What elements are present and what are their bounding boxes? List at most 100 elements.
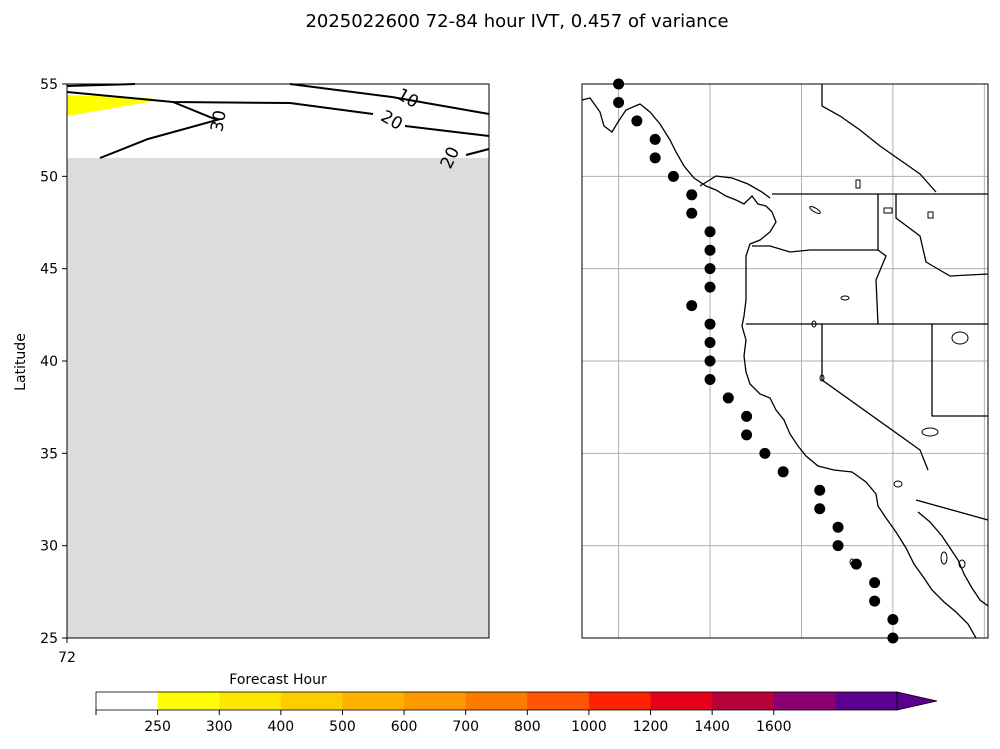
map-point [832,521,844,533]
map-points [613,78,899,644]
lake-6 [951,331,969,345]
map-point [850,558,862,570]
colorbar-cell [773,692,836,710]
map-point [686,300,698,312]
lake-2 [883,207,893,214]
map-point [777,466,789,478]
map-gridlines [582,84,988,638]
colorbar: Forecast Hour 250 300 400 500 600 700 800 1000 1… [95,672,938,735]
map-point [667,170,679,182]
colorbar-cell [465,692,528,710]
lake-9 [893,480,903,488]
lake-4 [840,295,850,301]
colorbar-cell [96,692,159,710]
map-point [704,355,716,367]
coastline-vancouver-island [699,175,771,199]
colorbar-frame [95,691,898,711]
left-filled-region-yellow [67,95,155,116]
right-panel [581,78,989,644]
border-ca-nv [821,324,929,471]
contour-line-20c [465,148,490,156]
colorbar-tick-label: 1400 [694,719,730,735]
colorbar-cell [280,692,343,710]
map-point [704,373,716,385]
map-point [704,318,716,330]
colorbar-cell [588,692,652,710]
border-nv-ut [931,324,988,417]
map-point [832,540,844,552]
colorbar-cell [650,692,713,710]
map-point [887,614,899,626]
lake-3 [927,211,934,219]
colorbar-tick-label: 700 [452,719,479,735]
map-point [759,447,771,459]
map-frame [581,83,989,639]
map-point [649,133,661,145]
contour-line-10b [289,83,490,115]
left-y-tick-label: 40 [40,354,58,370]
map-point [704,244,716,256]
contour-line-30 [99,101,221,159]
contour-label-30: 30 [207,109,230,134]
colorbar-cell [219,692,282,710]
border-alaska-bc [821,84,937,193]
lake-10 [940,551,948,565]
map-point [631,115,643,127]
left-masked-region [67,158,489,638]
map-point [741,410,753,422]
colorbar-cell [157,692,220,710]
colorbar-tick-label: 1000 [571,719,607,735]
coastline [581,97,977,639]
left-y-axis-label: Latitude [13,333,29,391]
colorbar-label: Forecast Hour [229,672,327,688]
colorbar-tick-label: 800 [514,719,541,735]
map-point [704,281,716,293]
coastline-gulf [917,511,989,607]
contour-line-20b [404,125,490,137]
colorbar-tick-label: 500 [329,719,356,735]
contour-line-20 [66,91,374,115]
map-point [814,503,826,515]
left-y-tick-label: 55 [40,77,58,93]
figure-title: 2025022600 72-84 hour IVT, 0.457 of vari… [305,11,728,32]
map-point [814,484,826,496]
colorbar-tick-label: 400 [267,719,294,735]
colorbar-cell [342,692,405,710]
map-point [704,337,716,349]
colorbar-ticks: 250 300 400 500 600 700 800 1000 1200 1400 1600 [95,710,792,735]
left-y-tick-label: 35 [40,446,58,462]
colorbar-cells [95,691,938,711]
border-us-mexico [915,499,989,521]
lake-11 [958,559,966,569]
colorbar-tick-label: 1600 [756,719,792,735]
colorbar-cell [404,692,467,710]
border-id-mt [895,194,989,277]
border-or-id [875,249,887,325]
map-point [869,595,881,607]
left-x-tick-label: 72 [58,650,76,666]
island-13 [809,206,821,214]
colorbar-cell [835,692,898,710]
lake-1 [855,179,861,189]
colorbar-tick-label: 1200 [633,719,669,735]
map-point [686,189,698,201]
left-y-tick-label: 50 [40,169,58,185]
left-y-tick-label: 25 [40,631,58,647]
map-point [869,577,881,589]
left-y-tick-label: 45 [40,262,58,278]
map-point [704,226,716,238]
map-point [613,96,625,108]
colorbar-cell [527,692,590,710]
left-y-axis: 25 30 35 40 45 50 55 [40,77,67,647]
lake-8 [921,427,939,437]
colorbar-tick-label: 600 [391,719,418,735]
map-point [649,152,661,164]
colorbar-extend-arrow [896,691,938,711]
left-y-tick-label: 30 [40,539,58,555]
border-wa-or [752,245,878,253]
colorbar-tick-label: 250 [144,719,171,735]
colorbar-cell [712,692,775,710]
map-point [722,392,734,404]
